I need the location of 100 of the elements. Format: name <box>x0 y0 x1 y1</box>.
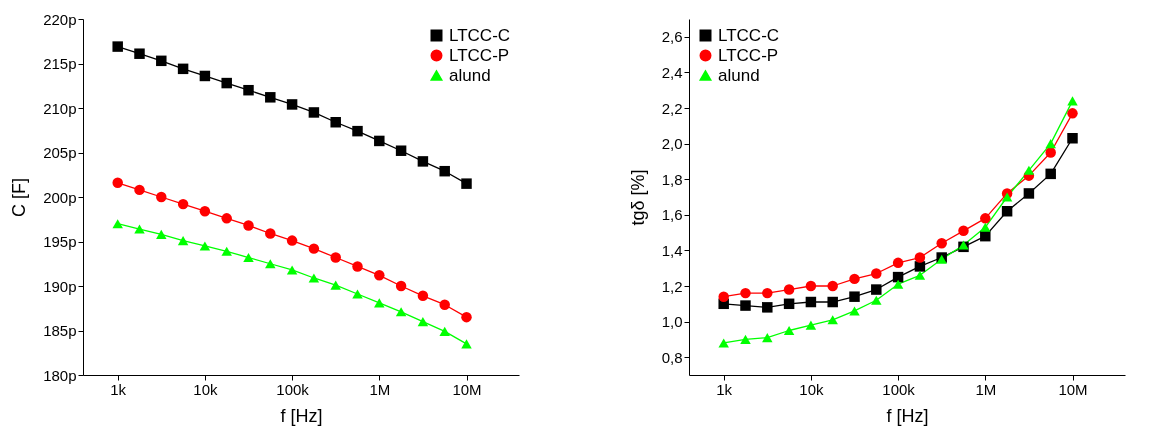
y-axis-title: C [F] <box>9 178 30 217</box>
point <box>330 252 341 263</box>
y-tick-label: 185p <box>43 322 77 339</box>
point <box>871 284 882 295</box>
legend-label: alund <box>449 65 491 85</box>
y-tick-label: 1,6 <box>661 206 683 224</box>
legend-label: alund <box>718 65 760 85</box>
y-tick-label: 180p <box>43 366 77 384</box>
point <box>849 291 860 302</box>
point <box>265 92 276 103</box>
x-tick-label: 1k <box>110 380 127 398</box>
point <box>374 135 385 147</box>
point <box>783 284 795 295</box>
point <box>849 306 860 316</box>
legend-label: LTCC-P <box>449 45 510 65</box>
x-tick-label: 1M <box>975 380 997 398</box>
y-tick-label: 205p <box>43 144 77 161</box>
point <box>177 63 189 75</box>
point <box>221 77 232 89</box>
point <box>134 224 145 234</box>
point <box>980 213 991 224</box>
point <box>417 290 429 302</box>
point <box>805 280 817 292</box>
x-tick-label: 1k <box>716 380 733 398</box>
point <box>892 279 904 289</box>
point <box>762 302 773 313</box>
y-tick-label: 215p <box>43 55 77 72</box>
point <box>221 213 232 224</box>
x-tick-label: 10M <box>1058 380 1088 398</box>
point <box>417 317 429 327</box>
point <box>1001 206 1013 217</box>
point <box>914 261 926 272</box>
point <box>417 156 429 167</box>
y-tick-label: 200p <box>43 188 77 206</box>
point <box>461 339 472 349</box>
point <box>352 125 363 137</box>
point <box>439 326 450 336</box>
y-tick-label: 2,0 <box>661 135 683 153</box>
point <box>439 165 450 177</box>
point <box>1001 192 1013 202</box>
point <box>177 236 189 246</box>
y-tick-label: 1,0 <box>661 313 683 331</box>
x-tick-label: 1M <box>369 380 391 398</box>
point <box>892 257 904 269</box>
point <box>265 228 276 239</box>
point <box>849 273 860 285</box>
point <box>352 261 363 272</box>
point <box>958 225 969 237</box>
point <box>374 270 385 281</box>
point <box>308 107 320 118</box>
point <box>461 178 472 189</box>
point <box>762 333 773 343</box>
point <box>1045 139 1056 149</box>
point <box>156 55 167 67</box>
point <box>265 259 276 269</box>
point <box>827 296 838 308</box>
point <box>762 287 773 299</box>
point <box>395 145 407 156</box>
point <box>156 229 167 239</box>
y-axis-title: tgδ [%] <box>627 169 648 226</box>
x-tick-label: 10k <box>799 380 824 398</box>
point <box>286 235 298 246</box>
point <box>112 219 123 229</box>
point <box>914 252 926 263</box>
y-tick-label: 1,8 <box>661 170 683 188</box>
point <box>308 243 320 254</box>
point <box>1045 168 1056 180</box>
point <box>783 298 795 310</box>
point <box>286 99 298 110</box>
point <box>740 287 751 299</box>
y-tick-label: 1,2 <box>661 277 683 295</box>
y-tick-label: 195p <box>43 233 77 250</box>
y-tick-label: 0,8 <box>661 348 683 366</box>
point <box>243 220 254 231</box>
point <box>395 280 407 292</box>
point <box>308 273 320 283</box>
point <box>177 198 189 210</box>
point <box>199 241 211 251</box>
point <box>1067 96 1078 106</box>
point <box>112 41 123 52</box>
point <box>374 298 385 308</box>
y-tick-label: 2,4 <box>661 63 683 81</box>
point <box>871 268 882 279</box>
y-tick-label: 1,4 <box>661 241 683 259</box>
point <box>914 270 926 280</box>
point <box>1067 108 1078 119</box>
legend-label: LTCC-C <box>718 25 780 45</box>
point <box>871 295 882 305</box>
point <box>805 296 817 308</box>
point <box>1023 165 1035 175</box>
point <box>1045 147 1056 158</box>
point <box>243 84 254 96</box>
point <box>286 265 298 275</box>
point <box>199 206 211 217</box>
y-tick-label: 220p <box>43 10 77 28</box>
point <box>461 311 472 323</box>
point <box>740 300 751 311</box>
point <box>827 280 838 292</box>
point <box>980 222 991 232</box>
x-axis-title: f [Hz] <box>280 405 323 426</box>
